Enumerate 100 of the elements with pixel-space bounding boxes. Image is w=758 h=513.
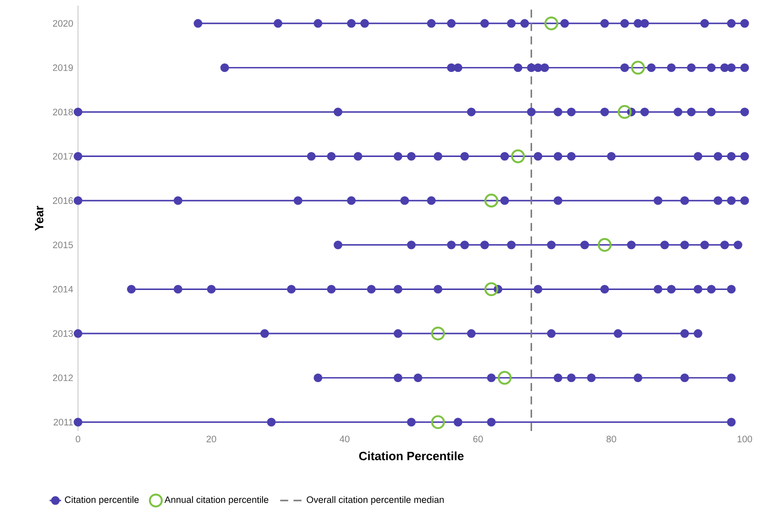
y-tick-label: 2015: [52, 242, 73, 248]
point: [727, 63, 736, 72]
point: [680, 373, 689, 382]
x-axis-title: Citation Percentile: [359, 451, 464, 460]
point: [567, 108, 576, 116]
point: [367, 284, 376, 294]
point: [447, 19, 456, 28]
point: [74, 196, 82, 205]
point: [507, 240, 516, 250]
point: [544, 16, 558, 30]
point: [260, 329, 270, 338]
point: [587, 373, 596, 382]
point: [631, 60, 645, 75]
y-tick-label: 2018: [52, 108, 73, 116]
point: [427, 19, 436, 28]
point: [434, 152, 442, 161]
point: [534, 63, 542, 72]
point: [447, 240, 456, 250]
point: [700, 19, 709, 28]
point: [220, 63, 230, 72]
point: [666, 63, 676, 72]
point: [354, 152, 362, 161]
point: [554, 196, 562, 205]
point: [498, 370, 512, 385]
point: [727, 284, 736, 294]
point: [74, 152, 82, 161]
point: [267, 418, 276, 426]
point: [314, 19, 322, 28]
point: [727, 19, 736, 28]
point: [654, 196, 662, 205]
legend-label: Annual citation percentile: [164, 496, 268, 505]
point: [460, 152, 469, 161]
point: [434, 284, 442, 294]
point: [394, 373, 402, 382]
point: [620, 63, 629, 72]
point: [600, 19, 609, 28]
point: [480, 19, 489, 28]
point: [740, 19, 749, 28]
point: [740, 152, 749, 161]
point: [740, 108, 749, 116]
point: [700, 240, 709, 250]
point: [207, 284, 216, 294]
point: [407, 240, 416, 250]
legend-label: Citation percentile: [64, 496, 139, 505]
point: [520, 19, 530, 28]
point: [727, 196, 736, 205]
point: [720, 240, 729, 250]
point: [554, 108, 562, 116]
point: [727, 152, 736, 161]
point: [500, 152, 510, 161]
point: [727, 418, 736, 426]
point: [660, 240, 669, 250]
point: [634, 373, 642, 382]
x-tick-label: 80: [606, 436, 616, 442]
point: [334, 240, 342, 250]
point: [707, 63, 716, 72]
point: [394, 284, 402, 294]
point: [454, 63, 462, 72]
point: [431, 326, 445, 340]
point: [511, 149, 525, 164]
point: [686, 63, 696, 72]
point: [600, 108, 609, 116]
y-tick-label: 2012: [52, 374, 73, 382]
point: [194, 19, 202, 28]
point: [606, 152, 616, 161]
point: [600, 284, 609, 294]
point: [394, 329, 402, 338]
y-axis-title: Year: [35, 206, 44, 231]
y-tick-label: 2020: [52, 20, 73, 27]
point: [647, 63, 656, 72]
point: [400, 196, 409, 205]
point: [394, 152, 402, 161]
y-tick-label: 2017: [52, 153, 73, 160]
point: [714, 196, 722, 205]
point: [707, 108, 716, 116]
point: [614, 329, 622, 338]
point: [487, 418, 496, 426]
point: [686, 108, 696, 116]
point: [680, 240, 689, 250]
point: [484, 282, 498, 296]
point: [714, 152, 722, 161]
point: [460, 240, 469, 250]
point: [334, 108, 342, 116]
point: [734, 240, 742, 250]
y-tick-label: 2019: [52, 64, 73, 71]
point: [526, 108, 536, 116]
point: [74, 418, 82, 426]
point: [694, 329, 702, 338]
point: [174, 196, 182, 205]
point: [274, 19, 282, 28]
point: [546, 329, 556, 338]
point: [484, 194, 498, 208]
point: [666, 284, 676, 294]
point: [414, 373, 422, 382]
point: [654, 284, 662, 294]
point: [407, 418, 416, 426]
x-tick-label: 0: [76, 436, 80, 442]
point: [680, 196, 689, 205]
point: [466, 329, 476, 338]
point: [174, 284, 182, 294]
